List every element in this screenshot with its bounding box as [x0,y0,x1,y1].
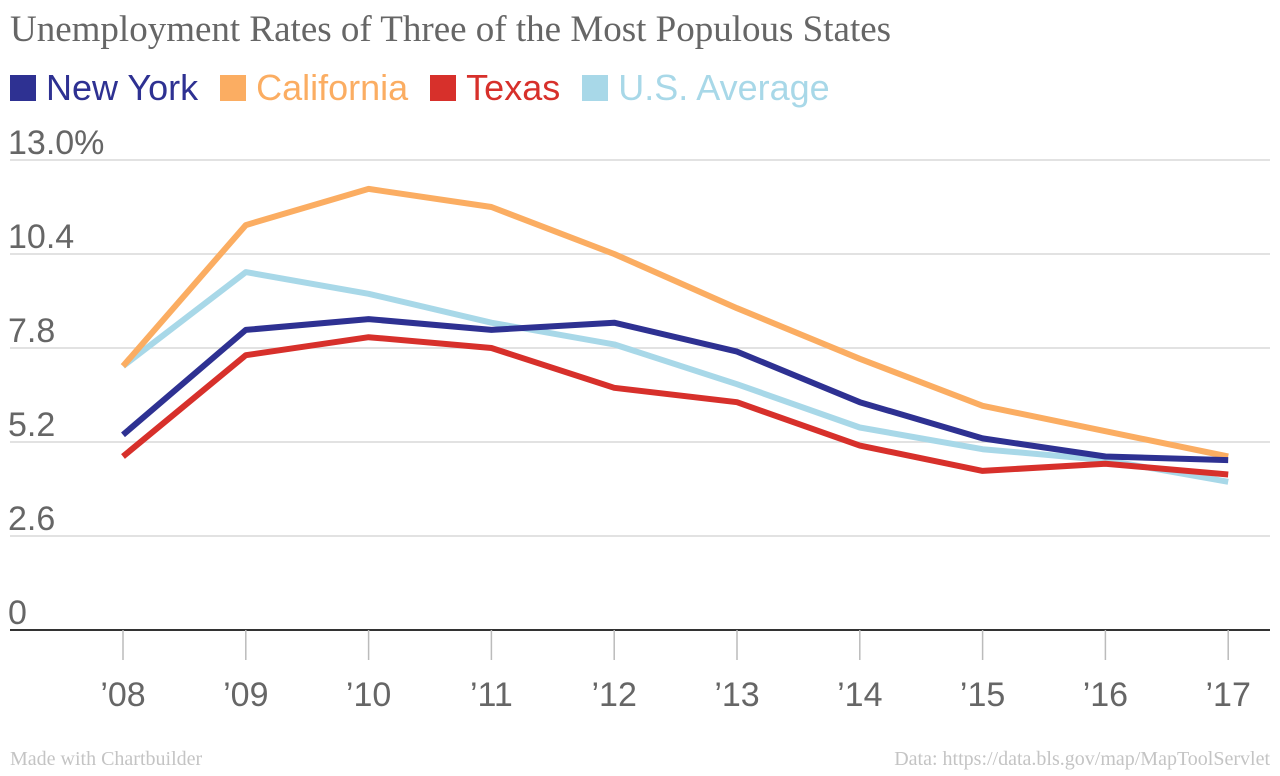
legend-swatch [582,75,609,101]
series-line-texas [121,334,1229,478]
series-line-u-s-average [121,269,1229,485]
chart-title: Unemployment Rates of Three of the Most … [10,9,892,50]
x-tick-label: ’13 [714,676,759,714]
x-tick-label: ’11 [470,676,513,714]
x-tick-label: ’15 [960,676,1005,714]
legend-item: Texas [430,67,560,109]
legend-label: Texas [466,67,561,108]
legend-swatch [10,75,36,101]
legend-label: U.S. Average [618,67,830,108]
y-tick-label: 2.6 [8,500,55,538]
x-tick-label: ’10 [346,676,391,714]
x-tick-label: ’09 [223,676,268,714]
x-axis-ticks: ’08 ’09 ’10 ’11 ’12 ’13 ’14 ’15 ’16 ’17 [100,630,1251,714]
x-tick-label: ’12 [592,676,637,714]
legend-item: California [220,67,408,109]
legend-label: New York [46,67,199,108]
legend-swatch [220,75,247,101]
legend-item: New York [10,67,198,109]
y-axis-tick-labels: 0 2.6 5.2 7.8 10.4 13.0% [8,124,104,632]
y-tick-label: 7.8 [8,312,55,350]
y-tick-label: 13.0% [8,124,104,162]
y-tick-label: 0 [8,594,27,632]
x-tick-label: ’16 [1083,676,1128,714]
made-with-credit: Made with Chartbuilder [10,748,203,770]
data-source: Data: https://data.bls.gov/map/MapToolSe… [894,748,1270,770]
x-tick-label: ’08 [100,676,145,714]
series-line-california [120,185,1229,460]
legend-label: California [256,67,409,108]
x-tick-label: ’17 [1206,676,1251,714]
series-lines [120,185,1229,485]
legend-item: U.S. Average [582,67,830,109]
y-tick-label: 5.2 [8,406,55,444]
x-tick-label: ’14 [837,676,882,714]
legend: New York California Texas U.S. Average [10,66,852,110]
legend-swatch [430,75,457,101]
series-line-new-york [121,316,1229,464]
y-tick-label: 10.4 [8,218,74,256]
